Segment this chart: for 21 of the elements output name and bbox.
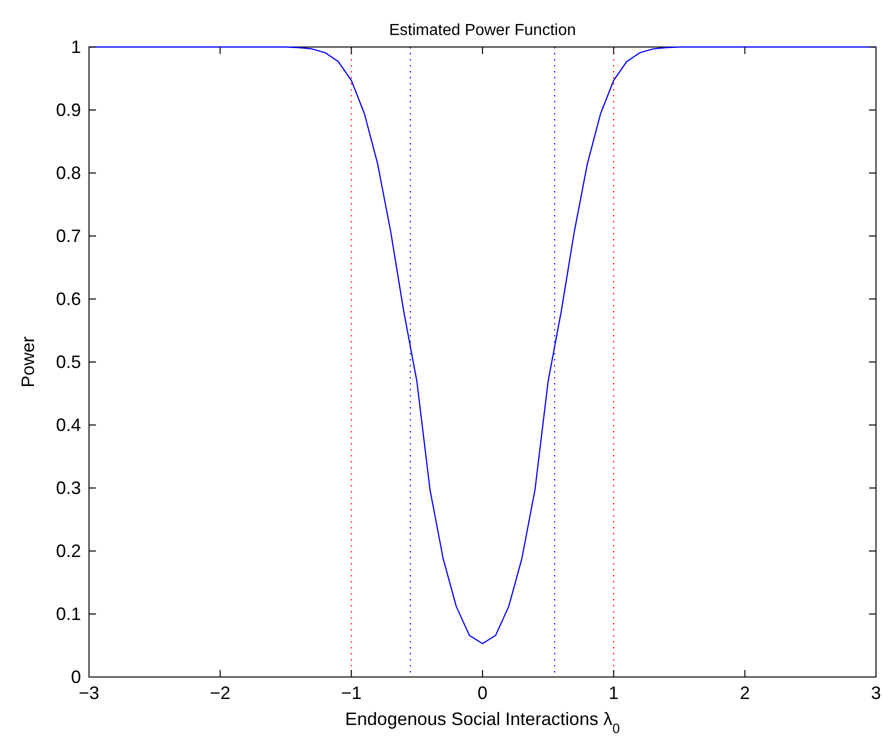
- y-tick-label: 0.8: [56, 163, 81, 183]
- y-tick-label: 0.2: [56, 541, 81, 561]
- y-tick-label: 1: [70, 37, 81, 57]
- x-tick-label: 2: [740, 683, 750, 703]
- y-tick-label: 0.1: [56, 604, 81, 624]
- y-tick-label: 0.3: [56, 478, 81, 498]
- x-tick-label: 1: [608, 683, 619, 703]
- y-tick-label: 0.4: [56, 415, 81, 435]
- x-tick-label: −3: [78, 683, 100, 703]
- y-tick-label: 0: [70, 667, 81, 687]
- x-tick-label: −2: [210, 683, 230, 703]
- x-axis-title: Endogenous Social Interactions λ$_{0}$: [345, 709, 620, 736]
- x-tick-label: −1: [341, 683, 362, 703]
- y-tick-label: 0.9: [56, 100, 81, 120]
- y-tick-label: 0.7: [56, 226, 81, 246]
- y-axis-title: Power: [18, 336, 38, 388]
- x-tick-label: 0: [477, 683, 488, 703]
- y-tick-label: 0.6: [56, 289, 81, 309]
- x-tick-label: 3: [870, 683, 882, 703]
- chart-title: Estimated Power Function: [389, 22, 576, 39]
- y-tick-label: 0.5: [56, 352, 81, 372]
